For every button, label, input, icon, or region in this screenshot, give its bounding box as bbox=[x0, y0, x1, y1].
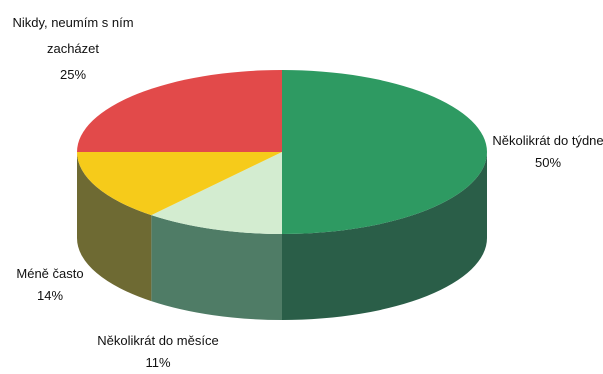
pie-side-mene-casto bbox=[77, 152, 152, 302]
pie-slice-nikdy-neumim-s-nim-zachazet bbox=[77, 70, 282, 152]
label-weekly-pct: 50% bbox=[535, 155, 561, 170]
label-less-name: Méně často bbox=[16, 266, 83, 281]
pie-tops bbox=[77, 70, 487, 234]
pie-sides bbox=[77, 152, 487, 320]
label-never-name-2: zacházet bbox=[47, 41, 99, 56]
pie-slice-mene-casto bbox=[77, 152, 282, 216]
label-monthly: Několikrát do měsíce 11% bbox=[97, 333, 218, 370]
pie-side-nekolikrat-do-mesice bbox=[151, 215, 282, 320]
pie-slice-nekolikrat-do-tydne bbox=[282, 70, 487, 234]
label-less: Méně často 14% bbox=[16, 266, 83, 303]
label-monthly-pct: 11% bbox=[145, 355, 170, 370]
label-weekly-name: Několikrát do týdne bbox=[492, 133, 603, 148]
label-never-pct: 25% bbox=[60, 67, 86, 82]
label-monthly-name: Několikrát do měsíce bbox=[97, 333, 218, 348]
label-never: Nikdy, neumím s ním zacházet 25% bbox=[12, 15, 133, 82]
label-never-name: Nikdy, neumím s ním bbox=[12, 15, 133, 30]
pie-side-nekolikrat-do-tydne bbox=[282, 152, 487, 320]
pie-slice-nekolikrat-do-mesice bbox=[151, 152, 282, 234]
label-weekly: Několikrát do týdne 50% bbox=[492, 133, 603, 170]
label-less-pct: 14% bbox=[37, 288, 63, 303]
